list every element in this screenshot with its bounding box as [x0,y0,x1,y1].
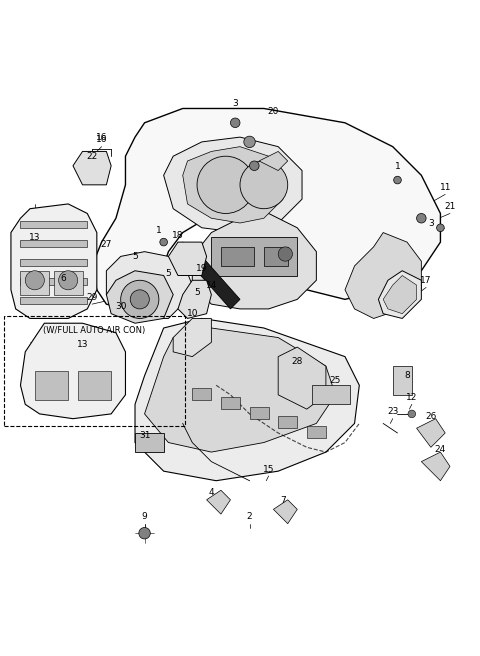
Text: 5: 5 [166,269,171,278]
Text: 3: 3 [232,100,238,108]
Circle shape [230,118,240,127]
Text: 27: 27 [101,240,112,249]
Text: 18: 18 [172,231,184,239]
Text: 28: 28 [291,357,303,366]
Circle shape [59,271,78,290]
Bar [221,397,240,409]
Bar [21,259,87,266]
Bar [278,417,297,428]
Text: 9: 9 [142,512,147,522]
Text: 12: 12 [406,393,418,402]
Text: 2: 2 [247,512,252,522]
Text: 14: 14 [205,281,217,290]
Bar [307,426,326,438]
Text: 26: 26 [425,412,437,421]
Polygon shape [417,419,445,447]
Circle shape [197,156,254,213]
Bar [192,388,211,400]
Circle shape [417,213,426,223]
Polygon shape [173,318,211,357]
Bar [78,371,111,400]
Text: 30: 30 [115,302,126,312]
Bar [21,278,87,285]
Bar [221,247,254,266]
Text: 5: 5 [132,252,138,261]
Circle shape [437,224,444,232]
Text: 17: 17 [420,276,432,285]
Bar [21,239,87,247]
Text: 24: 24 [435,445,446,455]
Bar [21,297,87,304]
Circle shape [278,247,292,261]
Text: 7: 7 [280,495,286,504]
Polygon shape [107,252,192,318]
Text: 8: 8 [404,371,410,380]
Polygon shape [206,490,230,514]
Polygon shape [21,323,125,419]
Polygon shape [383,276,417,314]
Bar [211,237,297,276]
Polygon shape [164,137,302,233]
Polygon shape [278,347,326,409]
Circle shape [244,136,255,148]
Text: 1: 1 [395,161,400,171]
Text: (W/FULL AUTO AIR CON): (W/FULL AUTO AIR CON) [43,325,145,335]
Text: 15: 15 [263,464,275,474]
Circle shape [408,410,416,418]
Circle shape [250,161,259,171]
Polygon shape [183,147,283,223]
Polygon shape [92,108,441,309]
Text: 3: 3 [428,219,434,228]
Polygon shape [11,204,97,318]
Circle shape [130,290,149,309]
Bar [312,385,350,404]
Polygon shape [259,152,288,171]
Text: 21: 21 [444,202,456,211]
Text: 13: 13 [77,340,88,350]
Bar [250,407,269,419]
Text: 31: 31 [139,431,150,440]
Text: 6: 6 [60,274,66,283]
Polygon shape [345,233,421,318]
Circle shape [240,161,288,209]
Circle shape [160,238,168,246]
Bar [393,366,412,395]
Polygon shape [73,152,111,185]
Polygon shape [421,452,450,481]
Text: 25: 25 [330,377,341,385]
Bar [54,271,83,295]
Text: 29: 29 [86,293,98,302]
Text: 22: 22 [86,152,98,161]
Circle shape [394,176,401,184]
Text: 19: 19 [196,264,207,273]
Text: 10: 10 [187,310,198,318]
Bar [21,271,49,295]
Text: 23: 23 [387,407,398,417]
Polygon shape [274,500,297,523]
Polygon shape [107,271,173,323]
Bar [21,220,87,228]
Circle shape [139,527,150,539]
Text: 11: 11 [440,183,451,192]
Polygon shape [192,213,316,309]
Bar [35,371,68,400]
Polygon shape [135,318,360,481]
Text: 4: 4 [208,489,214,497]
Text: 16: 16 [96,135,108,144]
Text: 13: 13 [29,233,40,242]
Circle shape [120,280,159,318]
Bar [135,433,164,452]
Text: 16: 16 [96,133,108,142]
Polygon shape [378,271,421,318]
Text: 20: 20 [268,107,279,115]
Polygon shape [168,242,206,276]
Polygon shape [144,328,336,452]
Circle shape [25,271,44,290]
Bar [264,247,288,266]
Polygon shape [178,280,211,318]
Text: 5: 5 [194,288,200,297]
Text: 1: 1 [156,226,162,235]
Polygon shape [173,242,240,309]
